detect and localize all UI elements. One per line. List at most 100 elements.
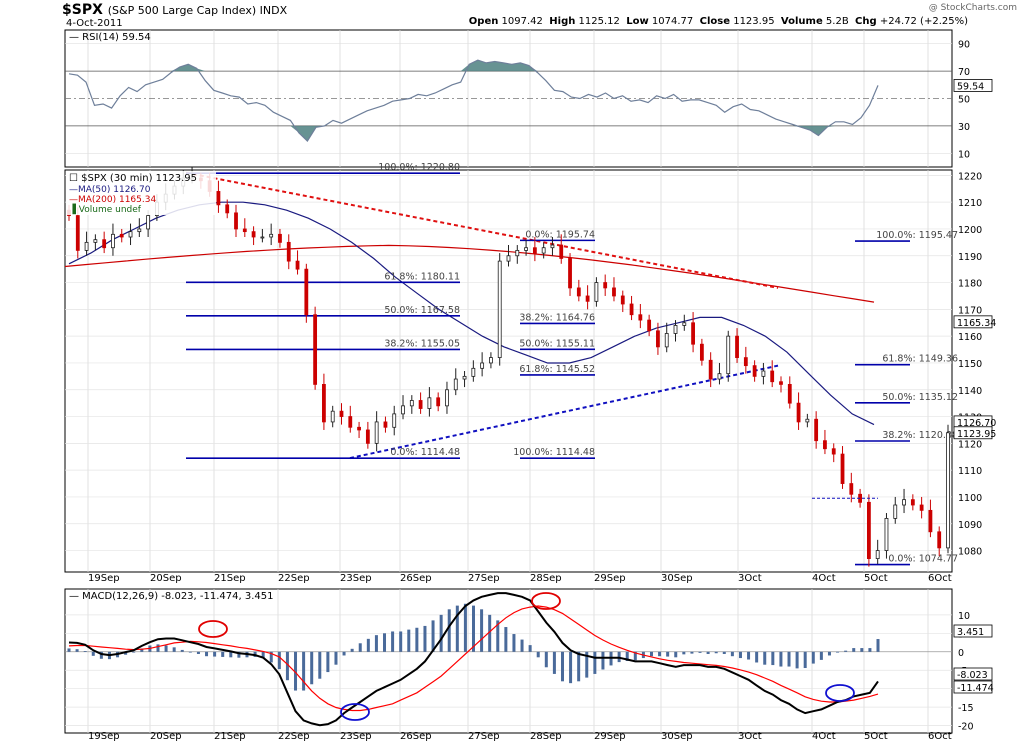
macd-histogram-bar: [593, 651, 597, 674]
candle-down: [708, 359, 713, 380]
candle-down: [357, 426, 361, 431]
macd-histogram-bar: [649, 651, 653, 657]
candle-up: [902, 499, 906, 506]
x-tick-label: 28Sep: [530, 573, 562, 584]
candle-down: [752, 365, 757, 377]
macd-histogram-bar: [213, 651, 217, 657]
candle-up: [524, 247, 528, 251]
macd-histogram-bar: [601, 651, 605, 670]
fib-mid-label: 50.0%: 1155.11: [519, 338, 595, 349]
candle-down: [304, 268, 309, 316]
candle-down: [779, 381, 783, 385]
x-tick-label: 5Oct: [864, 731, 888, 742]
macd-histogram-bar: [326, 651, 330, 673]
macd-histogram-bar: [787, 651, 791, 667]
candle-up: [93, 239, 98, 243]
candle-up: [427, 397, 432, 409]
macd-histogram-bar: [334, 651, 338, 665]
candle-down: [532, 247, 537, 254]
candle-down: [743, 357, 748, 367]
candle-up: [673, 325, 678, 334]
fib-left-label: 100.0%: 1220.80: [378, 162, 460, 173]
macd-y-tick: 0: [958, 648, 964, 659]
candle-down: [699, 343, 704, 361]
ma200-value-tag-box: [953, 315, 993, 329]
low-value: 1074.77: [651, 16, 694, 27]
macd-line: [68, 592, 879, 727]
candle-down: [418, 400, 423, 409]
crossover-circle: [531, 592, 561, 610]
rsi-y-tick: 10: [958, 149, 970, 160]
macd-histogram-bar: [463, 603, 467, 652]
price-y-tick: 1180: [958, 279, 982, 290]
price-y-tick: 1110: [958, 466, 982, 477]
candle-up: [462, 375, 467, 380]
candle-down: [770, 370, 775, 383]
candle-down: [313, 314, 318, 385]
macd-histogram-bar: [140, 648, 144, 652]
rsi-y-tick: 90: [958, 40, 970, 51]
candle-up: [761, 370, 766, 377]
macd-histogram-bar: [164, 645, 168, 652]
macd-histogram-bar: [342, 651, 346, 656]
rsi-legend: — RSI(14) 59.54: [69, 32, 151, 43]
x-tick-label: 23Sep: [340, 731, 372, 742]
macd-histogram-bar: [536, 651, 540, 658]
crossover-circle: [198, 620, 228, 638]
candle-up: [453, 378, 458, 391]
candle-up: [946, 432, 950, 549]
candle-up: [401, 405, 405, 415]
candle-up: [541, 247, 546, 254]
macd-histogram-bar: [399, 631, 403, 652]
macd-hist-tag: 3.451: [957, 627, 984, 638]
macd-histogram-bar: [302, 651, 306, 691]
candle-down: [814, 418, 819, 442]
macd-histogram-bar: [528, 645, 532, 652]
price-panel: [64, 169, 953, 573]
macd-histogram-bar: [738, 651, 742, 659]
candle-down: [365, 429, 370, 444]
candle-down: [286, 241, 291, 262]
candle-down: [559, 244, 564, 259]
macd-histogram-bar: [423, 625, 427, 652]
ma200-value-tag: 1165.34: [957, 318, 996, 329]
macd-histogram-bar: [83, 651, 87, 652]
macd-histogram-bar: [350, 648, 354, 652]
price-y-tick: 1220: [958, 171, 982, 182]
macd-histogram-bar: [75, 649, 79, 652]
candle-down: [638, 314, 643, 321]
macd-histogram-bar: [771, 651, 775, 666]
macd-histogram-bar: [124, 651, 128, 655]
candle-down: [937, 531, 942, 549]
candle-down: [866, 501, 871, 560]
macd-histogram-bar: [269, 651, 273, 663]
x-tick-label: 27Sep: [468, 731, 500, 742]
x-tick-label: 23Sep: [340, 573, 372, 584]
macd-histogram-bar: [472, 605, 475, 652]
candle-up: [717, 373, 722, 380]
macd-histogram-bar: [544, 651, 548, 668]
fib-mid-label: 0.0%: 1195.74: [525, 229, 595, 240]
macd-histogram-bar: [552, 651, 556, 674]
macd-histogram-bar: [261, 651, 265, 659]
macd-histogram-bar: [237, 651, 241, 658]
candle-down: [796, 402, 801, 423]
macd-histogram-bar: [431, 620, 435, 652]
x-tick-label: 19Sep: [88, 731, 120, 742]
macd-histogram-bar: [876, 639, 880, 652]
x-tick-label: 26Sep: [400, 573, 432, 584]
fib-right-label: 0.0%: 1074.77: [888, 554, 958, 565]
macd-histogram-bar: [763, 651, 767, 665]
macd-histogram-bar: [795, 651, 799, 669]
candle-down: [849, 483, 854, 495]
price-y-tick: 1200: [958, 225, 982, 236]
macd-histogram-bar: [722, 651, 726, 654]
fib-left-label: 50.0%: 1167.58: [384, 305, 460, 316]
candle-up: [269, 233, 274, 238]
low-label: Low: [626, 16, 649, 27]
candle-down: [234, 212, 238, 230]
fib-left-label: 38.2%: 1155.05: [384, 338, 460, 349]
macd-histogram-bar: [860, 648, 864, 652]
rsi-overbought-fill: [69, 60, 878, 72]
candle-up: [480, 362, 485, 369]
